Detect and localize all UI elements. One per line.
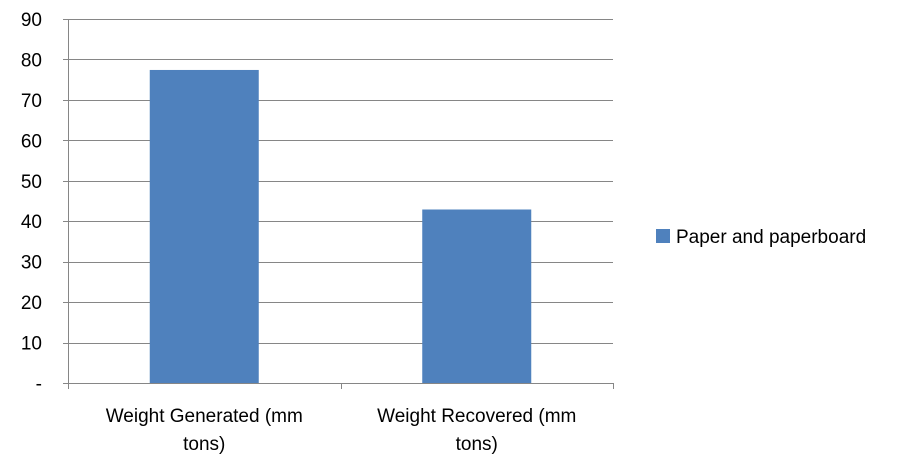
y-tick-label: 60 bbox=[21, 131, 42, 152]
legend-label: Paper and paperboard bbox=[676, 227, 866, 248]
y-tick-label: 70 bbox=[21, 91, 42, 112]
y-tick-label: 20 bbox=[21, 293, 42, 314]
x-tick-label: Weight Generated (mm bbox=[106, 406, 303, 427]
x-tick-label: tons) bbox=[456, 434, 498, 455]
x-tick-label: tons) bbox=[183, 434, 225, 455]
y-tick-label: 30 bbox=[21, 253, 42, 274]
y-tick-label: 50 bbox=[21, 172, 42, 193]
x-tick-labels: Weight Generated (mm tons) Weight Recovere… bbox=[106, 406, 577, 455]
y-tick-label: 10 bbox=[21, 334, 42, 355]
legend-swatch bbox=[656, 229, 670, 243]
axes bbox=[63, 19, 614, 389]
y-tick-label: - bbox=[36, 374, 42, 395]
bars bbox=[149, 69, 532, 384]
y-tick-label: 90 bbox=[21, 10, 42, 31]
y-tick-labels: - 10 20 30 40 50 60 70 80 90 bbox=[21, 10, 42, 395]
x-tick-label: Weight Recovered (mm bbox=[377, 406, 576, 427]
y-tick-label: 40 bbox=[21, 212, 42, 233]
legend: Paper and paperboard bbox=[656, 227, 866, 248]
y-tick-label: 80 bbox=[21, 50, 42, 71]
bar bbox=[149, 69, 259, 384]
bar bbox=[422, 209, 532, 383]
